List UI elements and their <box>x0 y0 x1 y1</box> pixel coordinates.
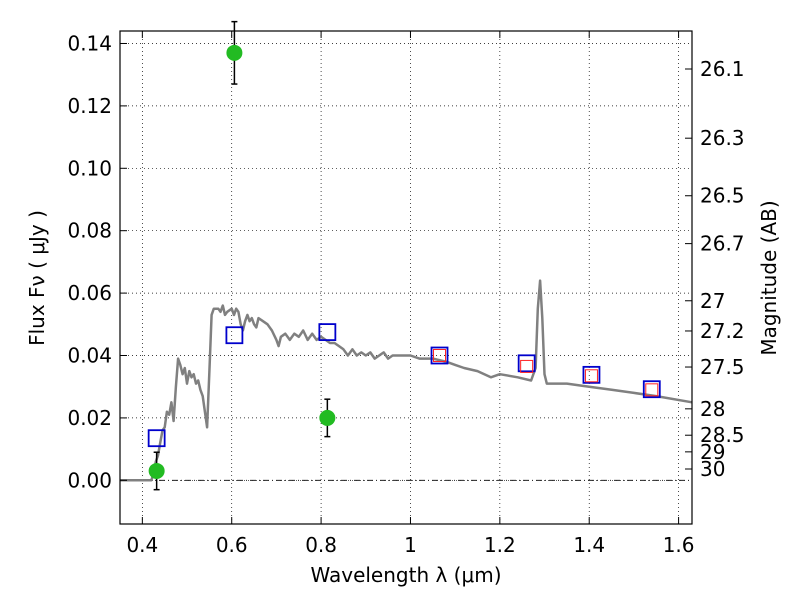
x-tick-label: 1.4 <box>573 533 605 557</box>
magnitude-tick-label: 27 <box>700 289 725 313</box>
magnitude-tick-label: 27.5 <box>700 355 745 379</box>
synthetic-flux-square <box>520 359 534 373</box>
model-flux-square <box>517 354 536 373</box>
synthetic-flux-square <box>645 383 659 397</box>
magnitude-tick-label: 26.7 <box>700 232 745 256</box>
model-flux-square <box>582 365 601 384</box>
y-tick-label: 0.12 <box>67 94 112 118</box>
y-tick-label: 0.02 <box>67 406 112 430</box>
magnitude-tick-label: 26.3 <box>700 126 745 150</box>
y-axis-label: Flux Fν ( μJy ) <box>25 210 49 346</box>
observed-flux-point <box>148 462 165 479</box>
synthetic-flux-square <box>584 369 598 383</box>
model-flux-square <box>225 326 244 345</box>
x-tick-label: 1.6 <box>663 533 695 557</box>
model-flux-square <box>318 323 337 342</box>
x-axis-label: Wavelength λ (μm) <box>310 563 501 587</box>
model-flux-square <box>147 429 166 448</box>
x-tick-label: 1 <box>404 533 417 557</box>
y-tick-label: 0.08 <box>67 219 112 243</box>
observed-flux-point <box>226 44 243 61</box>
model-spectrum-line <box>120 279 693 482</box>
model-flux-square <box>430 346 449 365</box>
magnitude-tick-label: 26.1 <box>700 57 745 81</box>
x-tick-label: 0.4 <box>126 533 158 557</box>
y-axis-ticks: 0.00 0.02 0.04 0.06 0.08 0.10 0.12 0.14 <box>67 31 127 492</box>
observed-flux-point <box>319 409 336 426</box>
magnitude-tick-label: 29 <box>700 440 725 464</box>
y-tick-label: 0.14 <box>67 31 112 55</box>
magnitude-tick-label: 28.5 <box>700 423 745 447</box>
x-axis-ticks: 0.4 0.6 0.8 1 1.2 1.4 1.6 <box>126 31 695 557</box>
plot-frame <box>119 30 693 525</box>
y-tick-label: 0.06 <box>67 281 112 305</box>
magnitude-tick-label: 28 <box>700 397 725 421</box>
data-series <box>120 20 693 491</box>
magnitude-tick-label: 26.5 <box>700 184 745 208</box>
magnitude-axis-label: Magnitude (AB) <box>757 200 781 355</box>
x-tick-label: 0.6 <box>216 533 248 557</box>
model-flux-square <box>642 380 661 399</box>
y-tick-label: 0.00 <box>67 468 112 492</box>
grid-lines <box>120 31 692 524</box>
y-tick-label: 0.04 <box>67 344 112 368</box>
magnitude-tick-label: 30 <box>700 457 725 481</box>
magnitude-tick-label: 27.2 <box>700 319 745 343</box>
synthetic-flux-square <box>433 349 447 363</box>
x-tick-label: 1.2 <box>484 533 516 557</box>
x-tick-label: 0.8 <box>305 533 337 557</box>
y-tick-label: 0.10 <box>67 156 112 180</box>
